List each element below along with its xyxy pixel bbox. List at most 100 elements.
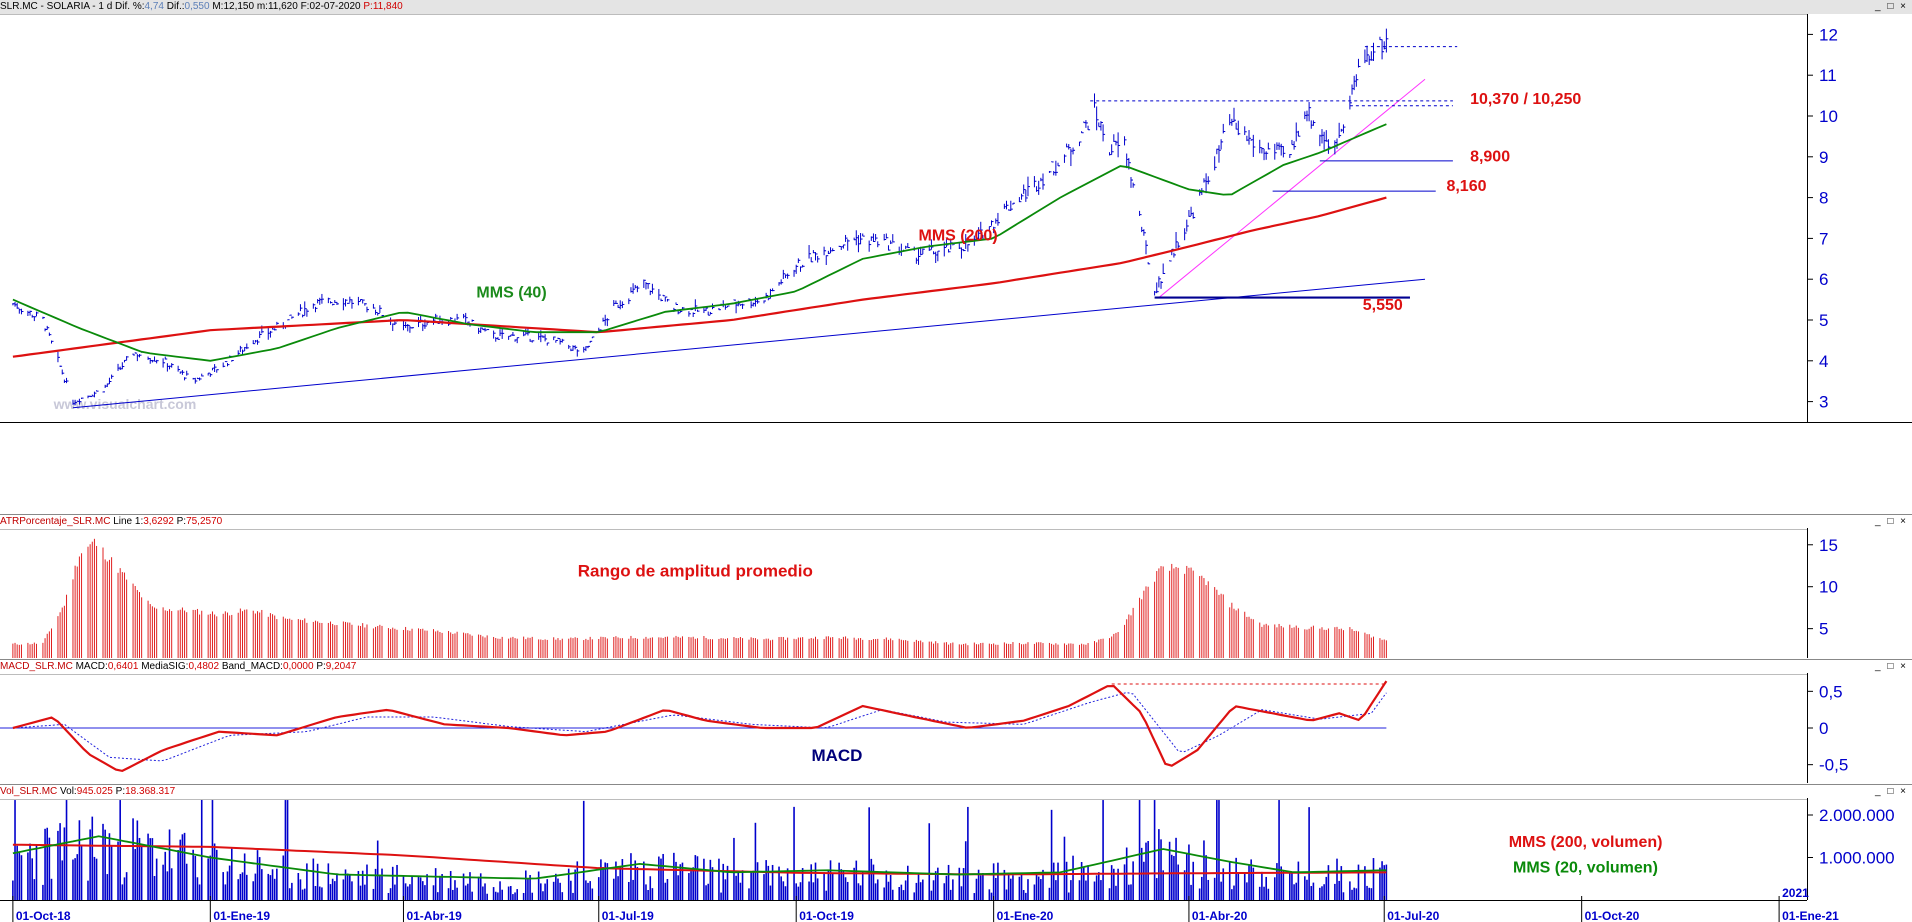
low-label: m: (256, 1, 268, 12)
price-y-tick-label: 8 (1819, 189, 1828, 208)
macd-p-value: 9,2047 (325, 661, 357, 672)
macd-label: MACD: (75, 661, 108, 672)
band-label: Band_MACD: (221, 661, 283, 672)
price-chart[interactable]: 3 4 5 6 7 8 9 10 11 12 www.visualchart.com MMS (40)… (0, 0, 1912, 423)
period-label: 1 d (98, 1, 113, 12)
band-value: 0,0000 (282, 661, 314, 672)
low-value: 11,620 (267, 1, 298, 12)
atr-line1-label: Line 1: (113, 516, 144, 527)
dif-pct-label: Dif. %: (115, 1, 145, 12)
volume-mms20-line (12, 835, 1387, 880)
atr-name: ATRPorcentaje_SLR.MC (0, 516, 111, 527)
macd-chart[interactable]: 0,5 0 -0,5 MACD (0, 659, 1912, 784)
price-y-tick-label: 5 (1819, 311, 1828, 330)
atr-y-tick-label: 15 (1819, 536, 1838, 555)
trend-long-line (72, 278, 1426, 409)
volume-vol-value: 945.025 (76, 786, 113, 797)
price-y-tick-label: 12 (1819, 25, 1838, 44)
volume-y-axis-bg (1807, 798, 1912, 900)
x-tick-label: 01-Jul-20 (1387, 909, 1439, 922)
x-tick-label: 01-Oct-18 (16, 909, 71, 922)
price-y-tick-label: 6 (1819, 270, 1828, 289)
price-y-axis-bg (1807, 14, 1912, 422)
price-y-tick-label: 10 (1819, 107, 1838, 126)
atr-y-tick-label: 5 (1819, 620, 1828, 639)
signal-label: MediaSIG: (141, 661, 189, 672)
price-y-tick-label: 3 (1819, 393, 1828, 412)
volume-annotation-1: MMS (20, volumen) (1513, 859, 1658, 876)
volume-p-value: 18.368.317 (125, 786, 176, 797)
volume-window-buttons[interactable]: _ □ × (1875, 786, 1908, 797)
price-annotation-3: 8,900 (1470, 149, 1510, 166)
macd-p-label: P: (316, 661, 326, 672)
price-label: P: (363, 1, 373, 12)
macd-header: MACD_SLR.MC MACD:0,6401 MediaSIG:0,4802 … (0, 659, 1912, 675)
price-annotation-1: MMS (200) (919, 227, 998, 244)
volume-y-tick-label: 1.000.000 (1819, 849, 1895, 868)
price-y-tick-label: 4 (1819, 352, 1828, 371)
price-header: SLR.MC - SOLARIA - 1 d Dif. %:4,74 Dif.:… (0, 0, 1912, 15)
x-tick-label: 01-Ene-20 (997, 909, 1054, 922)
macd-y-tick-label: -0,5 (1819, 756, 1848, 775)
mms200-line (12, 196, 1387, 358)
volume-chart[interactable]: 2.000.000 1.000.000 MMS (200, volumen) MMS … (0, 784, 1912, 922)
trend-short-line (1158, 78, 1426, 298)
price-annotation-0: MMS (40) (476, 285, 546, 302)
high-value: 12,150 (223, 1, 255, 12)
macd-name: MACD_SLR.MC (0, 661, 73, 672)
dif-pct-value: 4,74 (144, 1, 164, 12)
x-tick-label: 01-Ene-19 (213, 909, 270, 922)
volume-p-label: P: (115, 786, 126, 797)
x-tick-label: 01-Abr-19 (406, 909, 462, 922)
volume-y-tick-label: 2.000.000 (1819, 806, 1895, 825)
price-value: 11,840 (372, 1, 403, 12)
x-year-label: 2021 (1782, 886, 1809, 900)
x-tick-label: 01-Ene-21 (1782, 909, 1839, 922)
macd-value: 0,6401 (107, 661, 139, 672)
volume-header: Vol_SLR.MC Vol:945.025 P:18.368.317 _ □ … (0, 784, 1912, 800)
price-y-tick-label: 9 (1819, 148, 1828, 167)
x-tick-label: 01-Jul-19 (602, 909, 654, 922)
atr-y-tick-label: 10 (1819, 578, 1838, 597)
macd-panel[interactable]: MACD_SLR.MC MACD:0,6401 MediaSIG:0,4802 … (0, 659, 1912, 784)
price-panel[interactable]: SLR.MC - SOLARIA - 1 d Dif. %:4,74 Dif.:… (0, 0, 1912, 423)
atr-window-buttons[interactable]: _ □ × (1875, 516, 1908, 527)
atr-y-axis-bg (1807, 528, 1912, 658)
atr-p-label: P: (176, 516, 187, 527)
atr-p-value: 75,2570 (186, 516, 223, 527)
price-window-buttons[interactable]: _ □ × (1875, 1, 1908, 12)
macd-annotation: MACD (811, 746, 862, 765)
signal-value: 0,4802 (188, 661, 220, 672)
volume-vol-label: Vol: (60, 786, 77, 797)
x-tick-label: 01-Abr-20 (1192, 909, 1248, 922)
price-annotation-5: 5,550 (1363, 297, 1403, 314)
atr-chart[interactable]: 5 10 15 Rango de amplitud promedio (0, 514, 1912, 659)
price-annotation-4: 8,160 (1446, 178, 1486, 195)
macd-y-axis-bg (1807, 673, 1912, 783)
watermark: www.visualchart.com (53, 396, 197, 412)
volume-panel[interactable]: Vol_SLR.MC Vol:945.025 P:18.368.317 _ □ … (0, 784, 1912, 922)
macd-y-tick-label: 0,5 (1819, 682, 1843, 701)
atr-line1-value: 3,6292 (143, 516, 174, 527)
macd-y-tick-label: 0 (1819, 719, 1828, 738)
volume-name: Vol_SLR.MC (0, 786, 58, 797)
volume-mms200-line (12, 843, 1387, 876)
date-label: F: (300, 1, 310, 12)
macd-line (12, 680, 1388, 773)
x-tick-label: 01-Oct-20 (1585, 909, 1640, 922)
price-annotation-2: 10,370 / 10,250 (1470, 91, 1581, 108)
high-label: M: (212, 1, 224, 12)
mms40-line (12, 123, 1387, 362)
volume-annotation-0: MMS (200, volumen) (1509, 834, 1663, 851)
symbol-label: SLR.MC - SOLARIA - (0, 1, 96, 12)
atr-header: ATRPorcentaje_SLR.MC Line 1:3,6292 P:75,… (0, 514, 1912, 530)
atr-annotation: Rango de amplitud promedio (578, 562, 813, 581)
x-axis-corner (1807, 900, 1912, 922)
price-y-tick-label: 11 (1819, 66, 1837, 85)
dif-label: Dif.: (166, 1, 185, 12)
price-y-tick-label: 7 (1819, 229, 1828, 248)
x-tick-label: 01-Oct-19 (799, 909, 854, 922)
date-value: 02-07-2020 (309, 1, 361, 12)
macd-window-buttons[interactable]: _ □ × (1875, 661, 1908, 672)
atr-panel-body[interactable]: ATRPorcentaje_SLR.MC Line 1:3,6292 P:75,… (0, 514, 1912, 659)
